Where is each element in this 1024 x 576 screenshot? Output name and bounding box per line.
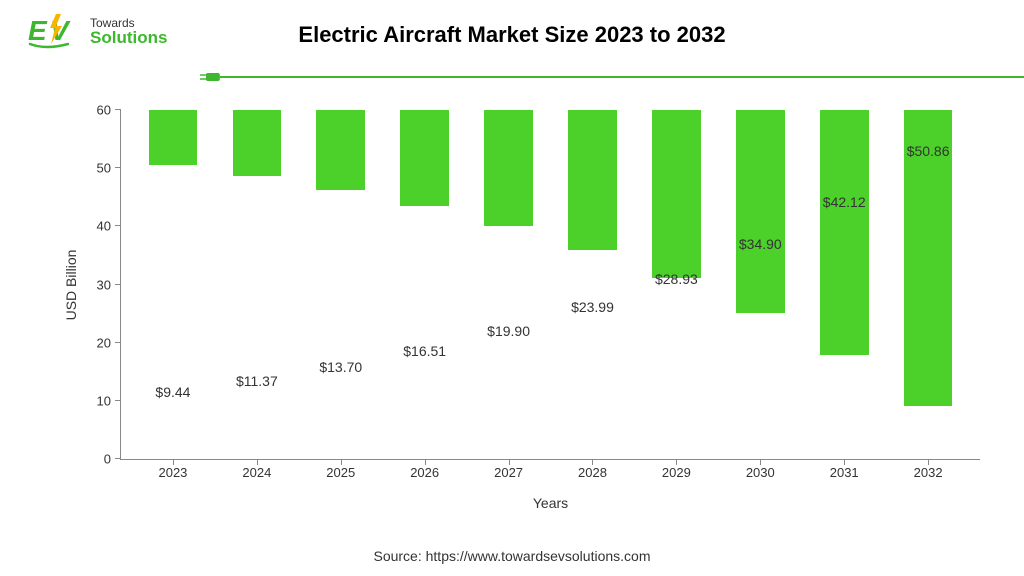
bar-group: $42.122031 bbox=[802, 110, 886, 459]
bars-container: $9.442023$11.372024$13.702025$16.512026$… bbox=[121, 110, 980, 459]
x-tick-label: 2030 bbox=[746, 465, 775, 480]
y-tick-label: 30 bbox=[97, 277, 111, 292]
y-axis-label: USD Billion bbox=[63, 249, 79, 320]
y-tick bbox=[115, 109, 121, 110]
bar-group: $34.902030 bbox=[718, 110, 802, 459]
y-tick bbox=[115, 225, 121, 226]
x-tick-label: 2031 bbox=[830, 465, 859, 480]
bar-value-label: $23.99 bbox=[571, 299, 614, 319]
x-tick-label: 2029 bbox=[662, 465, 691, 480]
bar-group: $9.442023 bbox=[131, 110, 215, 459]
x-tick-label: 2027 bbox=[494, 465, 523, 480]
bar bbox=[820, 110, 869, 355]
bar bbox=[568, 110, 617, 250]
bar-value-label: $34.90 bbox=[739, 236, 782, 256]
chart-title: Electric Aircraft Market Size 2023 to 20… bbox=[0, 22, 1024, 48]
plot-region: USD Billion Years $9.442023$11.372024$13… bbox=[120, 110, 980, 460]
chart-area: USD Billion Years $9.442023$11.372024$13… bbox=[60, 100, 990, 490]
bar-value-label: $19.90 bbox=[487, 323, 530, 343]
source-attribution: Source: https://www.towardsevsolutions.c… bbox=[0, 548, 1024, 564]
bar-value-label: $16.51 bbox=[403, 343, 446, 363]
bar-value-label: $28.93 bbox=[655, 271, 698, 291]
bar-group: $13.702025 bbox=[299, 110, 383, 459]
bar-group: $11.372024 bbox=[215, 110, 299, 459]
y-tick bbox=[115, 284, 121, 285]
x-tick-label: 2026 bbox=[410, 465, 439, 480]
x-tick-label: 2025 bbox=[326, 465, 355, 480]
bar bbox=[736, 110, 785, 313]
y-tick bbox=[115, 167, 121, 168]
plug-divider bbox=[200, 70, 1024, 84]
bar-value-label: $42.12 bbox=[823, 194, 866, 214]
bar-group: $28.932029 bbox=[634, 110, 718, 459]
y-tick-label: 40 bbox=[97, 219, 111, 234]
bar bbox=[652, 110, 701, 278]
x-tick-label: 2028 bbox=[578, 465, 607, 480]
bar-group: $23.992028 bbox=[551, 110, 635, 459]
bar-group: $50.862032 bbox=[886, 110, 970, 459]
y-tick bbox=[115, 342, 121, 343]
y-tick bbox=[115, 458, 121, 459]
bar bbox=[233, 110, 282, 176]
bar-value-label: $50.86 bbox=[907, 143, 950, 163]
y-tick-label: 10 bbox=[97, 393, 111, 408]
bar bbox=[484, 110, 533, 226]
bar-group: $19.902027 bbox=[467, 110, 551, 459]
bar bbox=[316, 110, 365, 190]
bar bbox=[149, 110, 198, 165]
bar-group: $16.512026 bbox=[383, 110, 467, 459]
x-tick-label: 2023 bbox=[158, 465, 187, 480]
bar-value-label: $13.70 bbox=[319, 359, 362, 379]
bar bbox=[400, 110, 449, 206]
bar-value-label: $11.37 bbox=[236, 373, 278, 393]
x-axis-label: Years bbox=[533, 495, 568, 511]
y-tick-label: 0 bbox=[104, 452, 111, 467]
y-tick-label: 50 bbox=[97, 161, 111, 176]
bar-value-label: $9.44 bbox=[155, 384, 190, 404]
y-tick bbox=[115, 400, 121, 401]
x-tick-label: 2024 bbox=[242, 465, 271, 480]
y-tick-label: 60 bbox=[97, 103, 111, 118]
y-tick-label: 20 bbox=[97, 335, 111, 350]
x-tick-label: 2032 bbox=[914, 465, 943, 480]
